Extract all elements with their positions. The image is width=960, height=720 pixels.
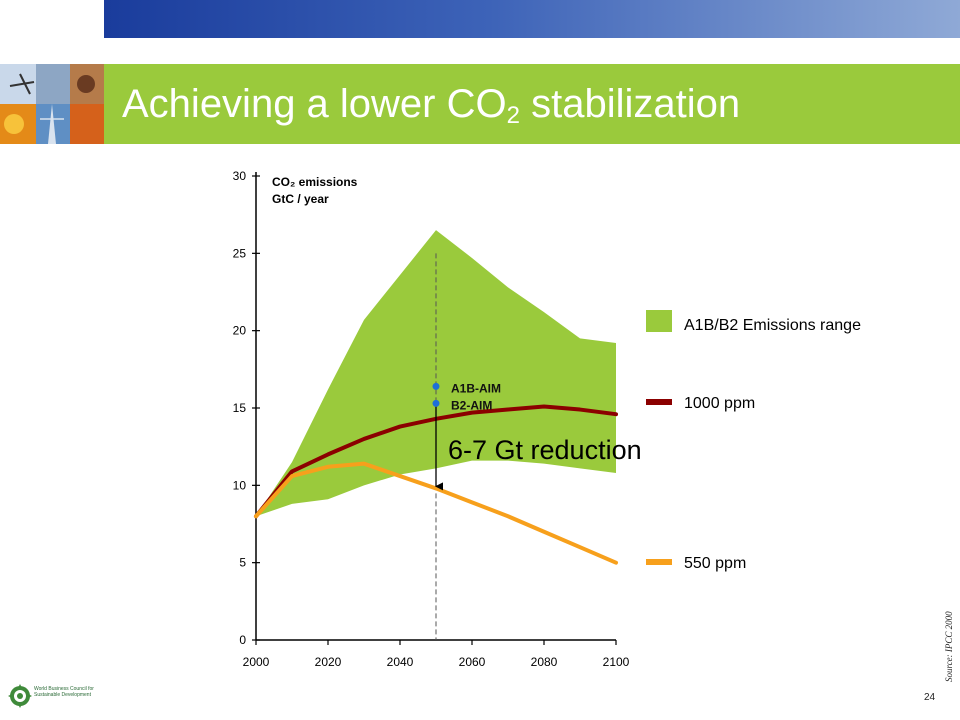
- y-tick-label-10: 10: [233, 478, 247, 492]
- source-note: Source: IPCC 2000: [944, 611, 954, 682]
- title-bar: Achieving a lower CO2 stabilization: [104, 64, 960, 144]
- legend-swatch-550-ppm: [646, 559, 672, 565]
- y-tick-label-5: 5: [239, 556, 246, 570]
- y-axis-label-line2: GtC / year: [272, 192, 329, 206]
- x-tick-label-2040: 2040: [387, 655, 414, 669]
- x-tick-label-2020: 2020: [315, 655, 342, 669]
- wbcsd-logo: World Business Council for Sustainable D…: [8, 683, 118, 713]
- x-tick-label-2100: 2100: [603, 655, 630, 669]
- legend-label-1000-ppm: 1000 ppm: [684, 395, 755, 412]
- legend-swatch-1000-ppm: [646, 399, 672, 405]
- x-tick-label-2060: 2060: [459, 655, 486, 669]
- x-tick-label-2000: 2000: [243, 655, 270, 669]
- legend-label-550-ppm: 550 ppm: [684, 555, 746, 572]
- marker-label-B2-AIM: B2-AIM: [451, 398, 492, 412]
- marker-label-A1B-AIM: A1B-AIM: [451, 381, 501, 395]
- y-tick-label-30: 30: [233, 169, 247, 183]
- header-photo-collage: [0, 64, 104, 144]
- y-tick-label-0: 0: [239, 633, 246, 647]
- marker-dot-B2-AIM: [432, 399, 440, 407]
- y-tick-label-25: 25: [233, 246, 247, 260]
- y-tick-label-15: 15: [233, 401, 247, 415]
- legend-swatch-range: [646, 310, 672, 332]
- x-tick-label-2080: 2080: [531, 655, 558, 669]
- page-number: 24: [924, 692, 936, 703]
- y-tick-label-20: 20: [233, 324, 247, 338]
- top-gradient-bar: [104, 0, 960, 38]
- legend-label-range: A1B/B2 Emissions range: [684, 317, 861, 334]
- marker-dot-A1B-AIM: [432, 382, 440, 390]
- y-axis-label-line1: CO₂ emissions: [272, 175, 358, 189]
- page-title: Achieving a lower CO2 stabilization: [122, 82, 741, 129]
- reduction-annotation: 6-7 Gt reduction: [448, 435, 642, 465]
